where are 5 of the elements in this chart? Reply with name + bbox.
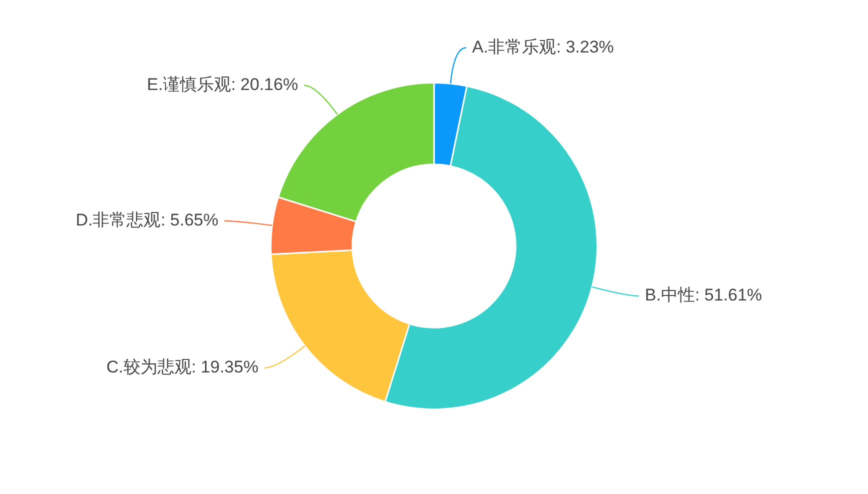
slice-label: A.非常乐观: 3.23% [472,37,614,56]
slice-label: C.较为悲观: 19.35% [106,358,258,377]
slice-label: B.中性: 51.61% [644,286,762,305]
slice-label: D.非常悲观: 5.65% [76,210,218,230]
slice-label: E.谨慎乐观: 20.16% [146,75,298,94]
